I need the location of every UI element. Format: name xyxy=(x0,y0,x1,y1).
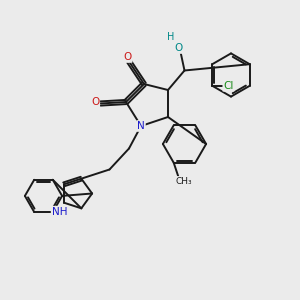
Text: O: O xyxy=(123,52,132,62)
Text: O: O xyxy=(91,97,99,107)
Text: NH: NH xyxy=(52,207,67,217)
Text: N: N xyxy=(137,121,145,131)
Text: Cl: Cl xyxy=(223,81,234,91)
Text: O: O xyxy=(174,43,183,53)
Text: CH₃: CH₃ xyxy=(176,177,193,186)
Text: H: H xyxy=(167,32,175,43)
